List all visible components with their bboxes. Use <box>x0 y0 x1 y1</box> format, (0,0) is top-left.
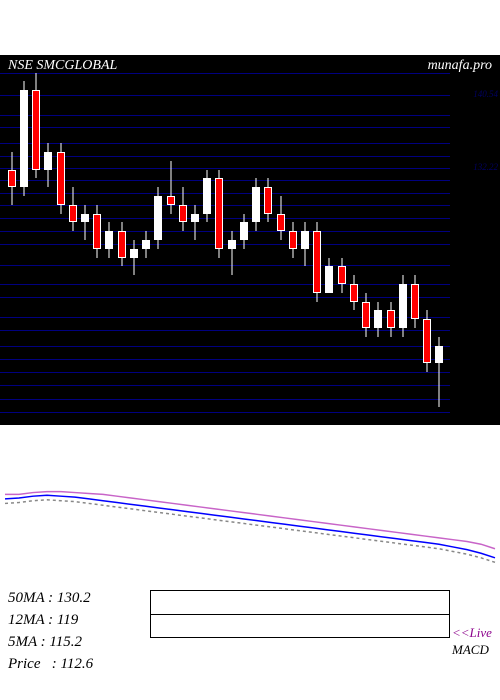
macd-label: MACD <box>452 642 489 658</box>
stat-row: Price : 112.6 <box>8 656 93 673</box>
price-axis-labels: 143140.54132.22 <box>448 45 498 425</box>
stat-row: 50MA : 130.2 <box>8 590 91 607</box>
stat-row: 12MA : 119 <box>8 612 78 629</box>
source-label: munafa.pro <box>428 58 492 74</box>
chart-container: NSE SMCGLOBAL munafa.pro 143140.54132.22… <box>0 0 500 700</box>
price-chart-panel <box>0 55 500 425</box>
ticker-label: NSE SMCGLOBAL <box>8 58 117 74</box>
macd-lines <box>0 440 500 585</box>
live-label: <<Live <box>452 625 492 641</box>
histogram-midline <box>150 614 450 615</box>
chart-header: NSE SMCGLOBAL munafa.pro <box>8 58 492 74</box>
macd-panel <box>0 440 500 585</box>
stat-row: 5MA : 115.2 <box>8 634 82 651</box>
